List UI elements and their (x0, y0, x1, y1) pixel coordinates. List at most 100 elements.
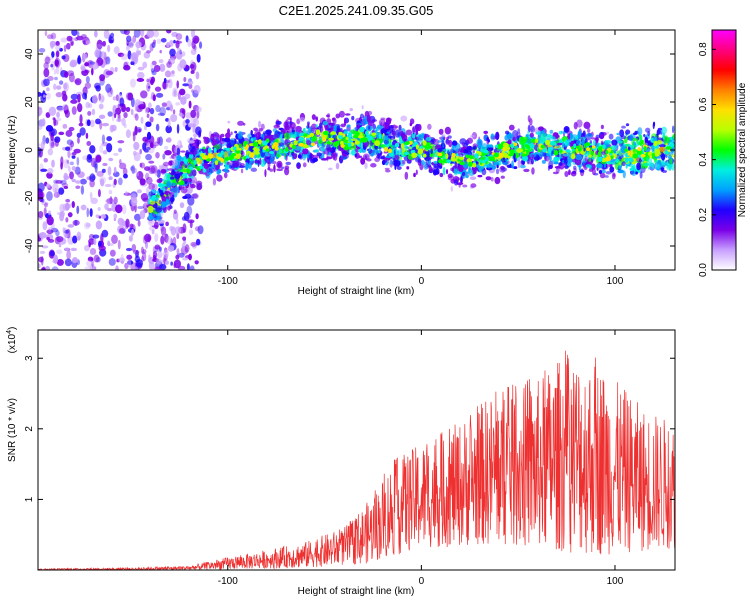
spectrogram-noise-blob (175, 40, 180, 49)
spectrogram-peak-blob (591, 145, 596, 149)
colorbar-tick-label: 0.8 (698, 42, 709, 56)
spectrogram-signal-blob (366, 114, 371, 123)
spectrogram-signal-blob (170, 182, 177, 187)
spectrogram-noise-blob (178, 112, 183, 117)
spectrogram-noise-blob (181, 242, 186, 250)
spectrogram-noise-blob (93, 238, 97, 246)
spectrogram-noise-blob (71, 201, 75, 209)
spectrogram-signal-blob (619, 158, 622, 164)
spectrogram-peak-blob (510, 142, 514, 149)
spectrogram-signal-blob (555, 166, 560, 174)
spectrogram-noise-blob (108, 189, 113, 195)
spectrogram-noise-blob (85, 132, 89, 139)
spectrogram-signal-blob (155, 207, 163, 213)
spectrogram-signal-blob (283, 132, 290, 141)
spectrogram-signal-blob (556, 142, 563, 146)
spectrogram-peak-blob (237, 153, 242, 158)
spectrogram-noise-blob (88, 241, 91, 248)
spectrogram-noise-blob (55, 40, 60, 47)
spectrogram-noise-blob (170, 113, 178, 123)
spectrogram-noise-blob (166, 236, 173, 245)
spectrogram-signal-blob (237, 120, 244, 126)
spectrogram-signal-blob (211, 139, 218, 147)
spectrogram-signal-blob (635, 171, 638, 175)
spectrogram-noise-blob (136, 77, 145, 82)
spectrogram-peak-blob (338, 131, 343, 136)
spectrogram-noise-blob (155, 151, 160, 159)
spectrogram-noise-blob (80, 204, 87, 211)
spectrogram-noise-blob (115, 107, 122, 115)
spectrogram-signal-blob (407, 136, 412, 141)
spectrogram-noise-blob (40, 141, 45, 150)
spectrogram-noise-blob (161, 102, 167, 107)
spectrogram-peak-blob (196, 167, 200, 171)
spectrogram-signal-blob (418, 159, 422, 164)
spectrogram-noise-blob (43, 158, 48, 163)
spectrogram-signal-blob (351, 149, 356, 156)
spectrogram-x-tick-label: -100 (218, 276, 238, 287)
spectrogram-noise-blob (75, 180, 81, 184)
spectrogram-noise-blob (173, 89, 177, 97)
spectrogram-noise-blob (161, 81, 169, 90)
spectrogram-noise-blob (144, 240, 149, 250)
spectrogram-noise-blob (47, 148, 54, 156)
spectrogram-noise-blob (108, 176, 113, 181)
spectrogram-peak-blob (474, 152, 479, 159)
spectrogram-noise-blob (69, 171, 74, 180)
spectrogram-noise-blob (89, 263, 96, 270)
spectrogram-peak-blob (371, 132, 377, 136)
spectrogram-signal-blob (202, 169, 207, 173)
spectrogram-signal-blob (295, 125, 302, 132)
spectrogram-peak-blob (422, 140, 427, 146)
spectrogram-signal-blob (370, 163, 377, 168)
spectrogram-signal-blob (585, 133, 593, 138)
spectrogram-noise-blob (142, 234, 148, 244)
spectrogram-signal-blob (384, 169, 391, 173)
spectrogram-peak-blob (207, 153, 214, 159)
spectrogram-signal-blob (595, 137, 599, 144)
spectrogram-peak-blob (564, 139, 568, 146)
spectrogram-noise-blob (68, 166, 71, 173)
spectrogram-noise-blob (91, 61, 99, 70)
spectrogram-signal-blob (581, 138, 585, 147)
spectrogram-noise-blob (91, 174, 96, 181)
spectrogram-noise-blob (188, 100, 192, 109)
spectrogram-noise-blob (120, 253, 124, 262)
spectrogram-peak-blob (586, 147, 591, 152)
spectrogram-noise-blob (158, 59, 164, 64)
spectrogram-noise-blob (192, 133, 198, 138)
spectrogram-noise-blob (102, 150, 108, 155)
spectrogram-noise-blob (98, 245, 106, 252)
spectrogram-signal-blob (340, 156, 344, 161)
spectrogram-noise-blob (38, 106, 43, 116)
spectrogram-noise-blob (71, 166, 77, 171)
spectrogram-noise-blob (117, 239, 121, 250)
spectrogram-signal-blob (360, 157, 366, 165)
spectrogram-noise-blob (146, 50, 151, 54)
spectrogram-noise-blob (169, 104, 174, 112)
spectrogram-signal-blob (472, 147, 475, 150)
spectrogram-noise-blob (75, 185, 81, 189)
spectrogram-noise-blob (53, 254, 59, 264)
spectrogram-noise-blob (113, 46, 120, 55)
spectrogram-signal-blob (601, 142, 604, 146)
spectrogram-noise-blob (65, 217, 69, 223)
spectrogram-noise-blob (113, 213, 118, 219)
spectrogram-noise-blob (98, 93, 102, 101)
spectrogram-noise-blob (62, 93, 68, 102)
spectrogram-noise-blob (167, 118, 171, 128)
spectrogram-noise-blob (101, 122, 110, 127)
spectrogram-noise-blob (40, 168, 48, 172)
spectrogram-signal-blob (481, 168, 487, 176)
spectrogram-signal-blob (174, 186, 180, 194)
spectrogram-noise-blob (46, 87, 50, 92)
spectrogram-signal-blob (335, 162, 340, 170)
spectrogram-signal-blob (477, 174, 483, 178)
spectrogram-noise-blob (85, 75, 90, 84)
spectrogram-signal-blob (508, 124, 515, 131)
spectrogram-noise-blob (55, 230, 60, 237)
spectrogram-signal-blob (466, 137, 474, 144)
spectrogram-signal-blob (564, 170, 569, 177)
spectrogram-peak-blob (354, 140, 360, 145)
spectrogram-noise-blob (81, 34, 87, 39)
